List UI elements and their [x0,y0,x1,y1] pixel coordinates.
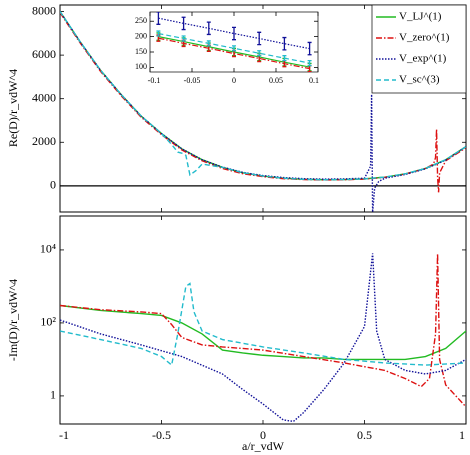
legend-label: V_sc^(3) [399,74,440,86]
x-tick-label: 0.5 [357,428,372,442]
data-line [60,11,466,181]
error-bar [257,50,262,57]
legend-label: V_exp^(1) [399,53,447,65]
data-line [60,253,466,408]
error-bar [307,59,312,67]
y-tick-label: 6000 [32,47,56,61]
plot-area [59,215,467,425]
y-tick-label: 200 [135,31,147,40]
y-tick-label: 4000 [32,90,56,104]
error-bar [282,36,287,51]
y-tick-label: 150 [135,47,147,56]
error-bar [257,31,262,46]
error-bar [282,55,287,62]
error-bar [156,30,161,37]
y-tick-label: 0 [50,178,56,192]
error-bar [307,41,312,56]
data-line [60,304,466,361]
y-tick-label: 1 [50,388,56,402]
data-line [60,12,466,193]
error-bar [181,35,186,42]
y-axis-label: Re(D)/r_vdW^4 [6,69,20,147]
data-line [60,253,466,423]
data-line [60,282,466,367]
error-bar [156,12,161,25]
y-tick-label: 8000 [32,3,56,17]
y-tick-label: 10⁴ [40,242,56,256]
x-tick-label: -0.1 [148,76,161,85]
series-group [60,11,466,212]
x-tick-label: -0.05 [184,76,201,85]
error-bar [181,16,186,31]
legend-label: V_LJ^(1) [399,11,442,23]
x-tick-label: 0.05 [269,76,283,85]
y-tick-label: 100 [135,62,147,71]
error-bar [232,26,236,41]
data-line [60,11,466,212]
y-tick-label: 2000 [32,134,56,148]
x-tick-label: 0.1 [309,76,319,85]
series-group [60,253,466,423]
legend-label: V_zero^(1) [399,32,450,44]
error-bar [206,21,211,36]
series-group [156,12,312,72]
error-bar [206,40,211,47]
x-tick-label: 0 [260,428,266,442]
x-tick-label: 0 [232,76,236,85]
y-tick-label: 250 [135,16,147,25]
x-tick-label: -0.5 [152,428,171,442]
x-axis-label: a/r_vdW [242,439,285,453]
legend-box [371,4,467,94]
x-tick-label: -1 [59,428,69,442]
y-axis-label: -Im(D)/r_vdW^4 [6,279,20,361]
error-bar [232,45,236,52]
y-tick-label: 10² [40,315,56,329]
x-tick-label: 1 [459,428,465,442]
